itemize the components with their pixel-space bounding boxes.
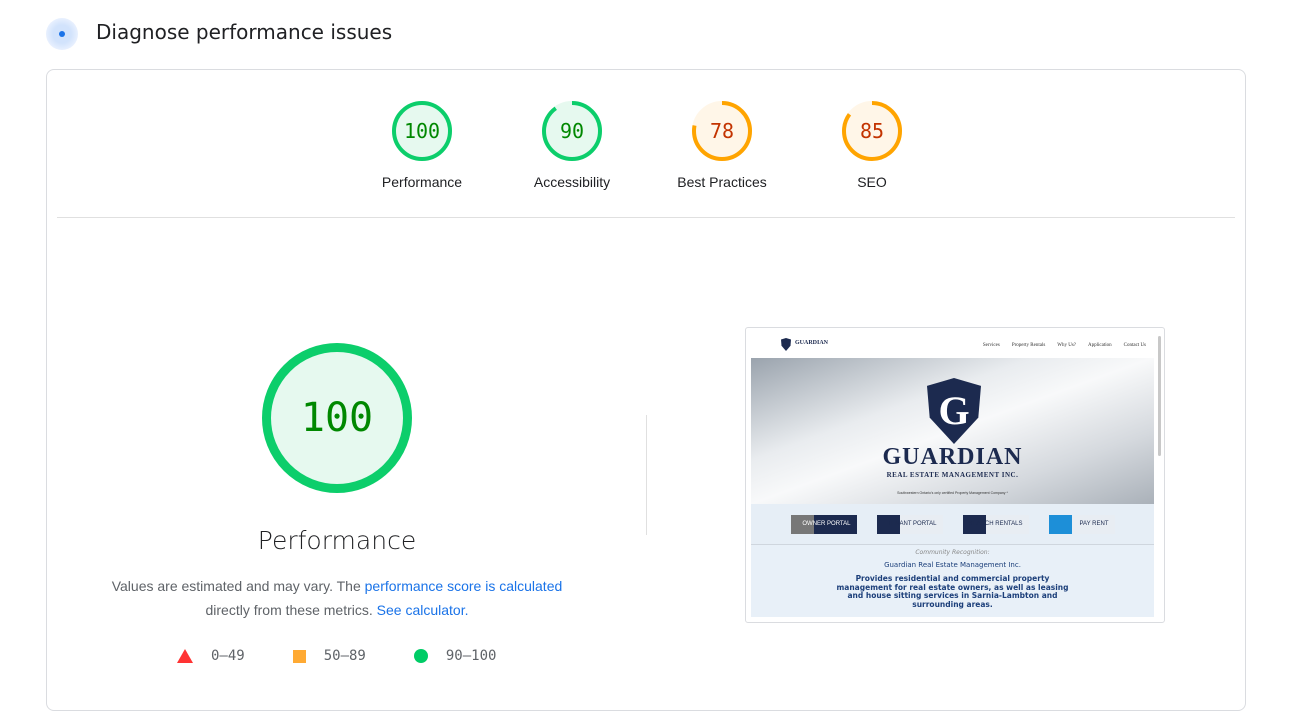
gauge-chart: 85 bbox=[842, 101, 902, 161]
legend-label: 50–89 bbox=[323, 648, 366, 664]
category-gauge-performance[interactable]: 100 Performance bbox=[347, 100, 497, 190]
gauge-score: 78 bbox=[710, 119, 734, 143]
gauge-icon bbox=[46, 18, 78, 50]
legend-label: 0–49 bbox=[211, 648, 245, 664]
site-recognition: Community Recognition: bbox=[915, 549, 990, 556]
site-tagline: Southwestern Ontario's only certified Pr… bbox=[897, 491, 1008, 495]
category-gauge-accessibility[interactable]: 90 Accessibility bbox=[497, 100, 647, 190]
gauge-chart: 100 bbox=[392, 101, 452, 161]
page-title: Diagnose performance issues bbox=[96, 20, 393, 44]
shield-icon bbox=[781, 338, 791, 351]
legend-fail: 0–49 bbox=[177, 648, 245, 664]
site-hero: G GUARDIAN REAL ESTATE MANAGEMENT INC. S… bbox=[751, 358, 1154, 504]
site-subtitle: REAL ESTATE MANAGEMENT INC. bbox=[886, 471, 1019, 479]
legend-label: 90–100 bbox=[445, 648, 497, 664]
site-buttons: OWNER PORTAL TENANT PORTAL SEARCH RENTAL… bbox=[751, 504, 1154, 544]
desc-text-2: directly from these metrics. bbox=[205, 602, 377, 618]
site-nav-item: Why Us? bbox=[1057, 343, 1077, 348]
site-nav-item: Services bbox=[982, 343, 1000, 348]
score-legend: 0–49 50–89 90–100 bbox=[177, 648, 544, 664]
divider bbox=[57, 217, 1235, 218]
gauge-chart: 90 bbox=[542, 101, 602, 161]
legend-pass: 90–100 bbox=[413, 648, 497, 664]
site-owner-portal: OWNER PORTAL bbox=[790, 514, 857, 534]
gauge-label: Performance bbox=[381, 174, 463, 190]
gauge-arc bbox=[692, 101, 752, 161]
gauge-score: 90 bbox=[560, 119, 584, 143]
page-screenshot: GUARDIAN Services Property Rentals Why U… bbox=[745, 327, 1165, 623]
vertical-divider bbox=[646, 415, 647, 535]
site-nav-item: Property Rentals bbox=[1011, 343, 1046, 348]
category-gauge-seo[interactable]: 85 SEO bbox=[797, 100, 947, 190]
site-pay-rent: PAY RENT bbox=[1048, 514, 1115, 534]
score-calculated-link[interactable]: performance score is calculated bbox=[364, 578, 563, 594]
site-paragraph: Provides residential and commercial prop… bbox=[836, 574, 1069, 609]
desc-text: Values are estimated and may vary. The bbox=[111, 578, 365, 594]
legend-average: 50–89 bbox=[292, 648, 366, 664]
site-brand: GUARDIAN bbox=[882, 444, 1023, 470]
site-logo: GUARDIAN bbox=[795, 340, 828, 346]
gauge-chart: 78 bbox=[692, 101, 752, 161]
gauge-label: Accessibility bbox=[533, 174, 611, 190]
square-icon bbox=[292, 649, 306, 663]
site-company: Guardian Real Estate Management Inc. bbox=[884, 561, 1021, 569]
see-calculator-link[interactable]: See calculator. bbox=[376, 602, 469, 618]
site-body: Community Recognition: Guardian Real Est… bbox=[751, 544, 1154, 617]
main-performance-gauge: 100 bbox=[261, 342, 412, 494]
shield-logo: G bbox=[927, 378, 981, 444]
category-gauge-best-practices[interactable]: 78 Best Practices bbox=[647, 100, 797, 190]
gauge-label: Best Practices bbox=[677, 174, 767, 190]
gauge-arc bbox=[392, 101, 452, 161]
triangle-icon bbox=[177, 649, 193, 663]
report-card: 100 Performance 90 Accessibility 78 Best Prac… bbox=[46, 69, 1246, 711]
score-description: Values are estimated and may vary. The p… bbox=[77, 574, 597, 622]
gauge-score: 100 bbox=[404, 119, 440, 143]
gauge-arc bbox=[542, 101, 602, 161]
gauge-arc bbox=[842, 101, 902, 161]
circle-icon bbox=[413, 649, 428, 663]
gauge-label: SEO bbox=[857, 174, 887, 190]
site-nav-item: Application bbox=[1088, 343, 1112, 348]
site-tenant-portal: TENANT PORTAL bbox=[876, 514, 943, 534]
site-nav: GUARDIAN Services Property Rentals Why U… bbox=[751, 333, 1154, 358]
gauge-score: 100 bbox=[301, 395, 373, 441]
site-search-rentals: SEARCH RENTALS bbox=[962, 514, 1029, 534]
site-nav-item: Contact Us bbox=[1123, 343, 1146, 348]
gauge-arc bbox=[262, 343, 412, 493]
gauge-score: 85 bbox=[860, 119, 884, 143]
scrollbar bbox=[1158, 336, 1161, 456]
main-score-title: Performance bbox=[257, 526, 417, 555]
